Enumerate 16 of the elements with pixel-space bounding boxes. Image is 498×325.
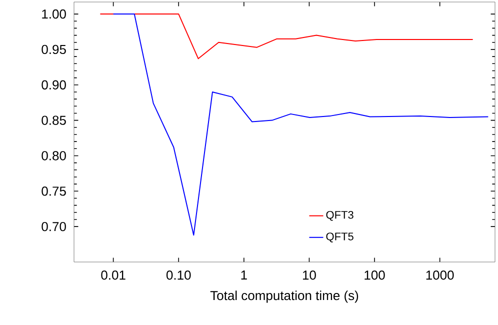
x-tick-label: 0.01	[101, 270, 126, 280]
y-tick-label: 0.85	[42, 116, 66, 125]
y-tick-label: 0.95	[42, 44, 66, 54]
legend-label: QFT3	[326, 210, 354, 221]
x-tick-label: 10	[302, 270, 316, 280]
y-tick-label: 1.00	[42, 9, 66, 19]
x-tick-label: 0.10	[166, 270, 191, 280]
y-tick-label: 0.70	[42, 222, 66, 232]
x-tick-label: 1	[241, 270, 247, 280]
y-tick-label: 0.80	[42, 151, 66, 160]
legend-label: QFT5	[326, 232, 354, 242]
x-tick-label: 100	[364, 270, 385, 280]
y-tick-label: 0.75	[42, 186, 66, 196]
x-axis-title: Total computation time (s)	[210, 290, 358, 303]
y-tick-label: 0.90	[42, 80, 66, 90]
x-tick-label: 1000	[426, 270, 454, 280]
